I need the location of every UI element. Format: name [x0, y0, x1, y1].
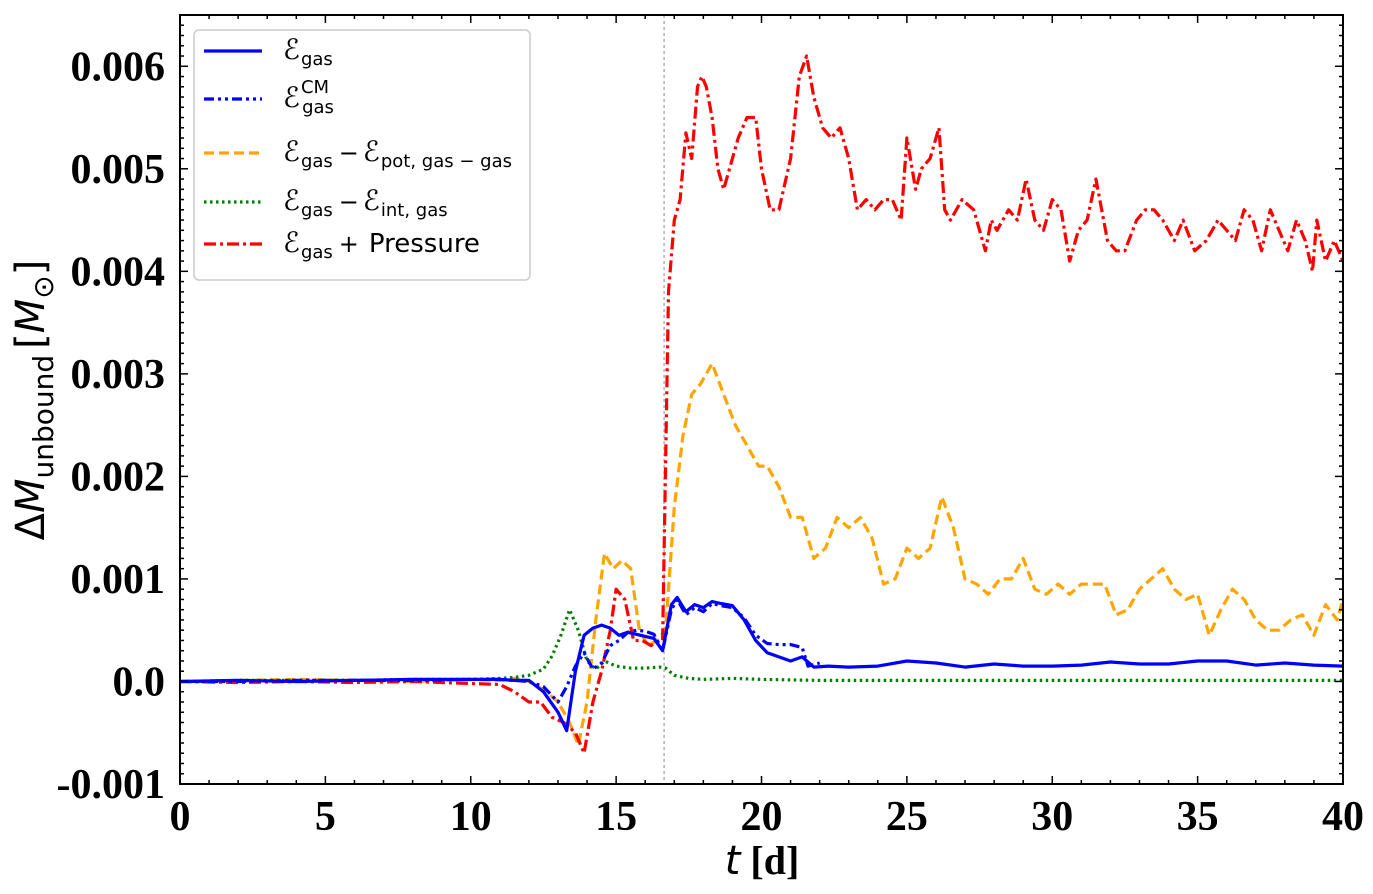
plot-area	[179, 15, 1345, 784]
legend-label-3: ℰgas − ℰint, gas	[283, 184, 448, 221]
legend: ℰgas ℰCM gas ℰgas − ℰpot, gas − gas ℰgas − ℰint,…	[193, 29, 531, 281]
x-axis-label: t [d]	[725, 838, 800, 884]
legend-frame	[193, 29, 531, 281]
y-tick-label: 0.006	[71, 44, 166, 90]
x-tick-label: 10	[450, 794, 492, 840]
series-line-2	[179, 362, 1345, 747]
y-tick-label: 0.0	[113, 659, 166, 705]
legend-label-0: ℰgas	[283, 33, 333, 70]
axes: 0 5 10 15 20 25 30 35 40 -0.001 0.0 0.001 0.002 0.003…	[8, 14, 1364, 884]
x-tick-label: 20	[741, 794, 783, 840]
x-tick-label: 25	[886, 794, 928, 840]
series-line-0	[179, 595, 1344, 733]
legend-label-4: ℰgas + Pressure	[283, 226, 480, 263]
x-tick-label: 30	[1031, 794, 1073, 840]
y-tick-label: -0.001	[57, 762, 166, 808]
x-tick-label: 0	[170, 794, 191, 840]
y-tick-label: 0.005	[71, 147, 166, 193]
x-tick-label: 35	[1177, 794, 1219, 840]
y-axis-label: ΔMunbound[M⊙]	[8, 260, 60, 541]
y-tick-label: 0.004	[71, 249, 166, 295]
y-tick-label: 0.003	[71, 352, 166, 398]
series-line-1	[180, 597, 821, 704]
series-line-4	[179, 54, 1345, 755]
y-tick-label: 0.002	[71, 454, 166, 500]
y-tick-label: 0.001	[71, 557, 166, 603]
legend-label-1: ℰCM gas	[283, 77, 334, 118]
x-tick-label: 15	[595, 794, 637, 840]
x-tick-label: 5	[315, 794, 336, 840]
legend-label-2: ℰgas − ℰpot, gas − gas	[283, 135, 512, 172]
x-tick-label: 40	[1322, 794, 1364, 840]
